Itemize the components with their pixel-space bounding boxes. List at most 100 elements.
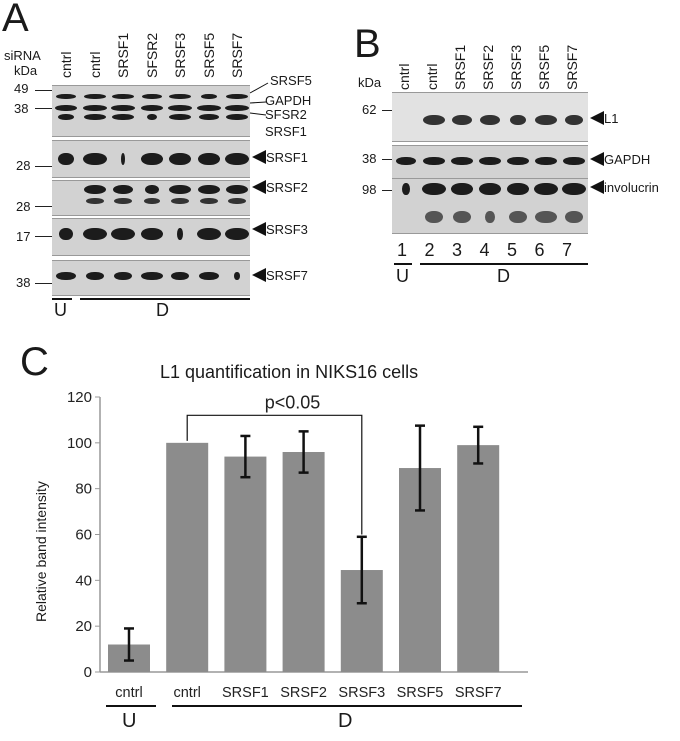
- blot-band: [226, 114, 248, 120]
- group-d-line-c: [172, 705, 522, 707]
- group-u-label-b: U: [396, 266, 409, 286]
- blot-band: [82, 105, 107, 111]
- blot-band: [82, 228, 107, 240]
- blot-band: [479, 157, 501, 165]
- blot-band: [480, 115, 500, 125]
- blot-band: [140, 272, 163, 280]
- label-sfsr2: SFSR2: [265, 107, 307, 122]
- marker-62: 62: [362, 102, 377, 117]
- blot-band: [146, 114, 157, 120]
- blot-band: [452, 115, 472, 125]
- blot-band: [196, 105, 221, 111]
- blot-band: [423, 115, 445, 125]
- group-u-line-c: [106, 705, 156, 707]
- blot-band: [198, 272, 219, 280]
- blot-band: [509, 211, 527, 223]
- blot-band: [234, 272, 240, 280]
- blot-a3: [52, 180, 250, 216]
- group-d-label-a: D: [156, 300, 169, 320]
- y-tick-label: 20: [75, 618, 92, 635]
- label-srsf5: SRSF5: [270, 73, 312, 88]
- blot-band: [200, 94, 217, 99]
- arrow-srsf3: [252, 222, 266, 236]
- x-tick-label: cntrl: [173, 685, 200, 701]
- y-tick-label: 100: [67, 435, 92, 452]
- blot-band: [199, 198, 218, 204]
- arrow-srsf7: [252, 268, 266, 282]
- blot-band: [423, 157, 445, 165]
- blot-band: [144, 185, 159, 194]
- lane-number: 7: [562, 240, 573, 260]
- blot-band: [425, 211, 443, 223]
- blot-band: [58, 114, 74, 120]
- blot-band: [58, 153, 74, 165]
- group-u-label-c: U: [122, 710, 137, 732]
- panel-a-letter: A: [2, 0, 29, 40]
- chart-title: L1 quantification in NIKS16 cells: [160, 362, 419, 382]
- arrow-srsf1: [252, 150, 266, 164]
- blot-band: [56, 272, 76, 280]
- arrow-l1: [590, 111, 604, 125]
- blot-band: [563, 157, 585, 165]
- marker-98: 98: [362, 182, 377, 197]
- bar: [166, 442, 209, 672]
- blot-band: [143, 198, 160, 204]
- label-l1: L1: [604, 111, 619, 126]
- group-d-line-a: [80, 298, 250, 300]
- blot-band: [111, 105, 135, 111]
- blot-b1: [392, 92, 588, 142]
- blot-band: [56, 94, 76, 99]
- blot-band: [121, 153, 125, 165]
- group-d-label-c: D: [338, 710, 353, 732]
- blot-b3: [392, 178, 588, 234]
- blot-band: [141, 94, 162, 99]
- blot-band: [198, 114, 219, 120]
- group-u-label-a: U: [54, 300, 67, 320]
- lane-number: 3: [452, 240, 463, 260]
- label-srsf2-a3: SRSF2: [266, 180, 308, 195]
- x-tick-label: SRSF3: [338, 685, 385, 701]
- lane-number: 6: [534, 240, 545, 260]
- bar: [282, 452, 325, 672]
- x-tick-label: cntrl: [115, 685, 142, 701]
- blot-band: [169, 153, 191, 165]
- group-u-line-b: [394, 263, 412, 265]
- lane-number: 4: [479, 240, 490, 260]
- label-involucrin: involucrin: [604, 180, 659, 195]
- blot-band: [140, 153, 163, 165]
- p-value-label: p<0.05: [265, 392, 321, 412]
- blot-band: [507, 157, 529, 165]
- group-u-line-a: [52, 298, 72, 300]
- blot-band: [140, 228, 163, 240]
- label-srsf7-a5: SRSF7: [266, 268, 308, 283]
- blot-band: [169, 94, 191, 99]
- blot-band: [485, 211, 495, 223]
- bar: [224, 456, 267, 672]
- marker-17: 17: [16, 229, 31, 244]
- blot-a4: [52, 218, 250, 256]
- blot-band: [535, 115, 557, 125]
- blot-band: [479, 183, 501, 195]
- blot-band: [113, 185, 133, 194]
- blot-band: [225, 105, 249, 111]
- blot-band: [225, 228, 249, 240]
- blot-band: [535, 211, 557, 223]
- blot-band: [59, 228, 73, 240]
- blot-band: [565, 211, 583, 223]
- blot-a1-leader-lines: [249, 82, 269, 116]
- lane-number: 2: [424, 240, 435, 260]
- blot-band: [226, 94, 248, 99]
- blot-band: [451, 183, 473, 195]
- x-tick-label: SRSF5: [397, 685, 444, 701]
- kda-header-b: kDa: [358, 75, 382, 90]
- blot-band: [196, 228, 221, 240]
- significance-bracket: [186, 414, 363, 535]
- blot-band: [114, 272, 132, 280]
- blot-band: [177, 228, 183, 240]
- blot-b2: [392, 145, 588, 179]
- y-tick-label: 80: [75, 481, 92, 498]
- blot-a2: [52, 140, 250, 178]
- blot-band: [171, 198, 189, 204]
- blot-band: [85, 198, 104, 204]
- marker-38-a5: 38: [16, 275, 31, 290]
